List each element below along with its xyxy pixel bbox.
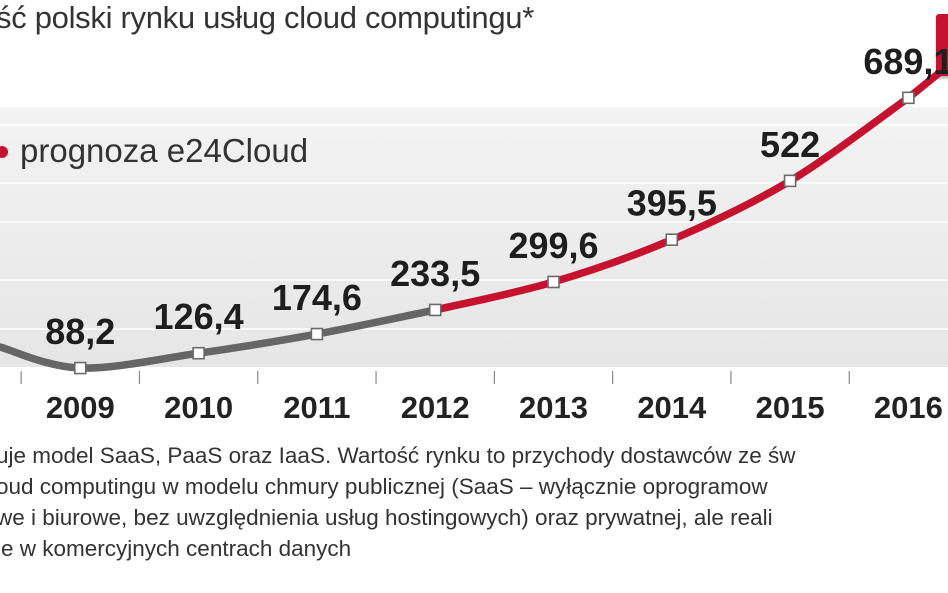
- chart-title: ść polski rynku usług cloud computingu*: [0, 0, 534, 35]
- x-tick-label: 2016: [874, 390, 943, 425]
- plot-area: [0, 107, 948, 367]
- footnote-line: we i biurowe, bez uwzględnienia usług ho…: [0, 505, 773, 530]
- x-tick-label: 2011: [283, 390, 350, 425]
- x-tick-label: 2009: [46, 390, 115, 425]
- x-axis-band: [0, 367, 948, 431]
- data-point: [547, 275, 560, 289]
- footnote-line: uje model SaaS, PaaS oraz IaaS. Wartość …: [0, 443, 796, 468]
- data-point: [902, 91, 915, 105]
- data-label: 88,2: [45, 311, 115, 352]
- data-label: 689,1: [863, 41, 948, 82]
- series-lines: [0, 61, 948, 372]
- x-tick-label: 2015: [756, 390, 825, 425]
- x-axis-labels: 820092010201120122013201420152016: [46, 390, 943, 425]
- legend-marker: [0, 146, 8, 158]
- data-point: [428, 303, 442, 317]
- data-point: [192, 346, 205, 360]
- data-label: 299,6: [508, 225, 598, 266]
- x-tick-label: 2014: [637, 390, 707, 425]
- data-point: [310, 327, 324, 341]
- data-label: 522: [760, 124, 820, 165]
- x-tick-label: 2012: [401, 390, 470, 425]
- x-axis-ticks: [20, 371, 850, 384]
- data-labels: 88,2 126,4 174,6 233,5 299,6 395,5 522 689,1: [45, 41, 948, 352]
- x-tick-label: 2013: [519, 390, 588, 425]
- data-label: 395,5: [627, 183, 717, 224]
- data-points: [74, 91, 915, 375]
- data-point: [74, 361, 87, 375]
- brand-badge: [936, 14, 948, 76]
- data-label: 126,4: [154, 296, 244, 337]
- footnote-line: ie w komercyjnych centrach danych: [0, 536, 352, 561]
- data-label: 233,5: [390, 253, 480, 294]
- legend-label: prognoza e24Cloud: [20, 132, 309, 169]
- data-label: 174,6: [272, 277, 362, 318]
- footnote: uje model SaaS, PaaS oraz IaaS. Wartość …: [0, 440, 796, 564]
- data-point: [783, 174, 797, 188]
- x-tick-label: 2010: [164, 390, 233, 425]
- data-point: [665, 233, 679, 246]
- footnote-line: oud computingu w modelu chmury publiczne…: [0, 474, 768, 499]
